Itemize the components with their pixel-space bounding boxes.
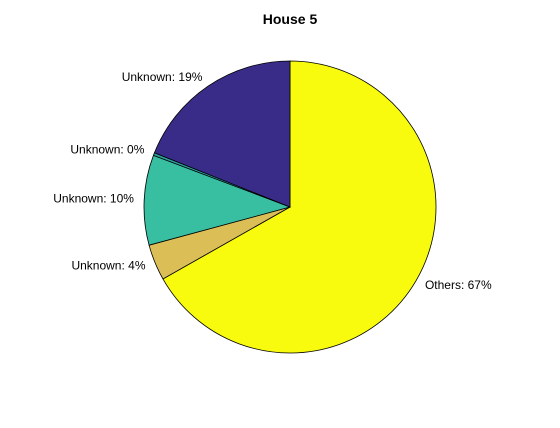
pie-labels: Others: 67% Unknown: 4% Unknown: 10% Unknow… [53, 70, 492, 292]
pie-slice-label-0: Others: 67% [425, 278, 492, 292]
pie-slice-label-4: Unknown: 19% [122, 70, 203, 84]
pie-slice-label-3: Unknown: 0% [70, 143, 144, 157]
pie-slice-label-1: Unknown: 4% [71, 259, 145, 273]
pie-slice-0 [162, 60, 437, 354]
pie-slices [143, 60, 437, 354]
chart-title: House 5 [263, 11, 318, 27]
pie-slice-2 [143, 154, 292, 246]
pie-slice-4 [153, 60, 291, 208]
pie-slice-label-2: Unknown: 10% [53, 192, 134, 206]
